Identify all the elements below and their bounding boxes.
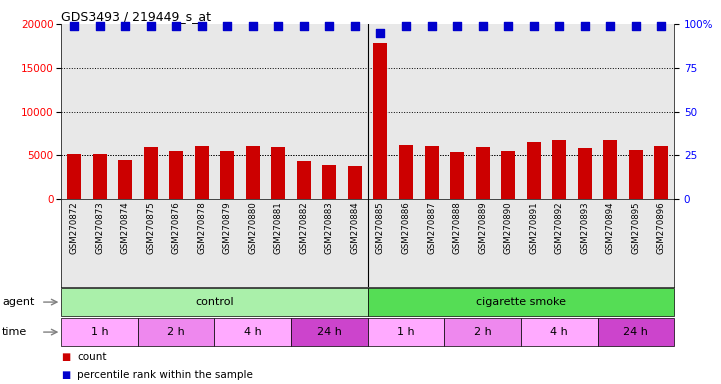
Bar bbox=[271, 147, 286, 199]
Bar bbox=[61, 318, 138, 346]
Bar bbox=[552, 139, 566, 199]
Bar bbox=[92, 154, 107, 199]
Bar bbox=[195, 146, 209, 199]
Text: ■: ■ bbox=[61, 352, 71, 362]
Bar bbox=[444, 318, 521, 346]
Text: 24 h: 24 h bbox=[624, 327, 648, 337]
Text: 4 h: 4 h bbox=[244, 327, 262, 337]
Bar bbox=[215, 318, 291, 346]
Bar bbox=[61, 288, 368, 316]
Point bbox=[426, 23, 438, 29]
Point bbox=[655, 23, 667, 29]
Point bbox=[247, 23, 259, 29]
Text: GSM270883: GSM270883 bbox=[325, 202, 334, 255]
Text: GSM270882: GSM270882 bbox=[299, 202, 309, 255]
Bar bbox=[246, 146, 260, 199]
Bar bbox=[476, 147, 490, 199]
Text: GSM270888: GSM270888 bbox=[453, 202, 461, 255]
Text: 2 h: 2 h bbox=[474, 327, 492, 337]
Text: GSM270874: GSM270874 bbox=[120, 202, 130, 255]
Bar bbox=[297, 161, 311, 199]
Text: 4 h: 4 h bbox=[550, 327, 568, 337]
Text: GSM270872: GSM270872 bbox=[69, 202, 79, 255]
Point bbox=[400, 23, 412, 29]
Text: GSM270893: GSM270893 bbox=[580, 202, 589, 254]
Bar bbox=[425, 146, 438, 199]
Text: 1 h: 1 h bbox=[397, 327, 415, 337]
Text: GSM270876: GSM270876 bbox=[172, 202, 181, 255]
Text: agent: agent bbox=[2, 297, 35, 307]
Point bbox=[298, 23, 309, 29]
Bar bbox=[368, 288, 674, 316]
Text: ■: ■ bbox=[61, 370, 71, 380]
Text: time: time bbox=[2, 327, 27, 337]
Bar bbox=[598, 318, 674, 346]
Point bbox=[528, 23, 539, 29]
Text: percentile rank within the sample: percentile rank within the sample bbox=[77, 370, 253, 380]
Text: GSM270881: GSM270881 bbox=[274, 202, 283, 255]
Bar bbox=[373, 43, 387, 199]
Text: GSM270895: GSM270895 bbox=[632, 202, 640, 254]
Point bbox=[68, 23, 80, 29]
Text: GSM270880: GSM270880 bbox=[248, 202, 257, 255]
Point bbox=[503, 23, 514, 29]
Point bbox=[375, 30, 386, 36]
Bar bbox=[143, 147, 158, 199]
Bar bbox=[399, 145, 413, 199]
Text: GSM270885: GSM270885 bbox=[376, 202, 385, 255]
Bar bbox=[655, 146, 668, 199]
Bar bbox=[603, 140, 617, 199]
Bar bbox=[578, 148, 592, 199]
Text: GSM270875: GSM270875 bbox=[146, 202, 155, 255]
Bar bbox=[450, 152, 464, 199]
Text: GSM270894: GSM270894 bbox=[606, 202, 615, 254]
Text: GSM270873: GSM270873 bbox=[95, 202, 104, 255]
Bar bbox=[220, 151, 234, 199]
Bar bbox=[521, 318, 598, 346]
Text: GDS3493 / 219449_s_at: GDS3493 / 219449_s_at bbox=[61, 10, 211, 23]
Bar bbox=[629, 150, 643, 199]
Text: GSM270878: GSM270878 bbox=[198, 202, 206, 255]
Bar bbox=[138, 318, 215, 346]
Bar bbox=[67, 154, 81, 199]
Bar bbox=[526, 142, 541, 199]
Point bbox=[554, 23, 565, 29]
Text: GSM270887: GSM270887 bbox=[427, 202, 436, 255]
Point bbox=[349, 23, 360, 29]
Text: GSM270886: GSM270886 bbox=[402, 202, 410, 255]
Point bbox=[579, 23, 590, 29]
Text: GSM270889: GSM270889 bbox=[478, 202, 487, 254]
Bar bbox=[368, 318, 444, 346]
Point bbox=[221, 23, 233, 29]
Point bbox=[120, 23, 131, 29]
Text: GSM270892: GSM270892 bbox=[554, 202, 564, 254]
Bar bbox=[291, 318, 368, 346]
Bar bbox=[348, 166, 362, 199]
Text: GSM270890: GSM270890 bbox=[504, 202, 513, 254]
Point bbox=[170, 23, 182, 29]
Bar bbox=[501, 151, 516, 199]
Text: 24 h: 24 h bbox=[317, 327, 342, 337]
Bar bbox=[322, 165, 337, 199]
Point bbox=[145, 23, 156, 29]
Text: cigarette smoke: cigarette smoke bbox=[476, 297, 566, 307]
Point bbox=[630, 23, 642, 29]
Text: GSM270884: GSM270884 bbox=[350, 202, 360, 255]
Text: GSM270891: GSM270891 bbox=[529, 202, 538, 254]
Text: 1 h: 1 h bbox=[91, 327, 108, 337]
Text: 2 h: 2 h bbox=[167, 327, 185, 337]
Text: GSM270879: GSM270879 bbox=[223, 202, 231, 254]
Point bbox=[273, 23, 284, 29]
Point bbox=[604, 23, 616, 29]
Point bbox=[324, 23, 335, 29]
Bar bbox=[169, 151, 183, 199]
Text: count: count bbox=[77, 352, 107, 362]
Point bbox=[477, 23, 488, 29]
Text: control: control bbox=[195, 297, 234, 307]
Bar bbox=[118, 160, 132, 199]
Point bbox=[94, 23, 105, 29]
Point bbox=[451, 23, 463, 29]
Point bbox=[196, 23, 208, 29]
Text: GSM270896: GSM270896 bbox=[657, 202, 666, 254]
